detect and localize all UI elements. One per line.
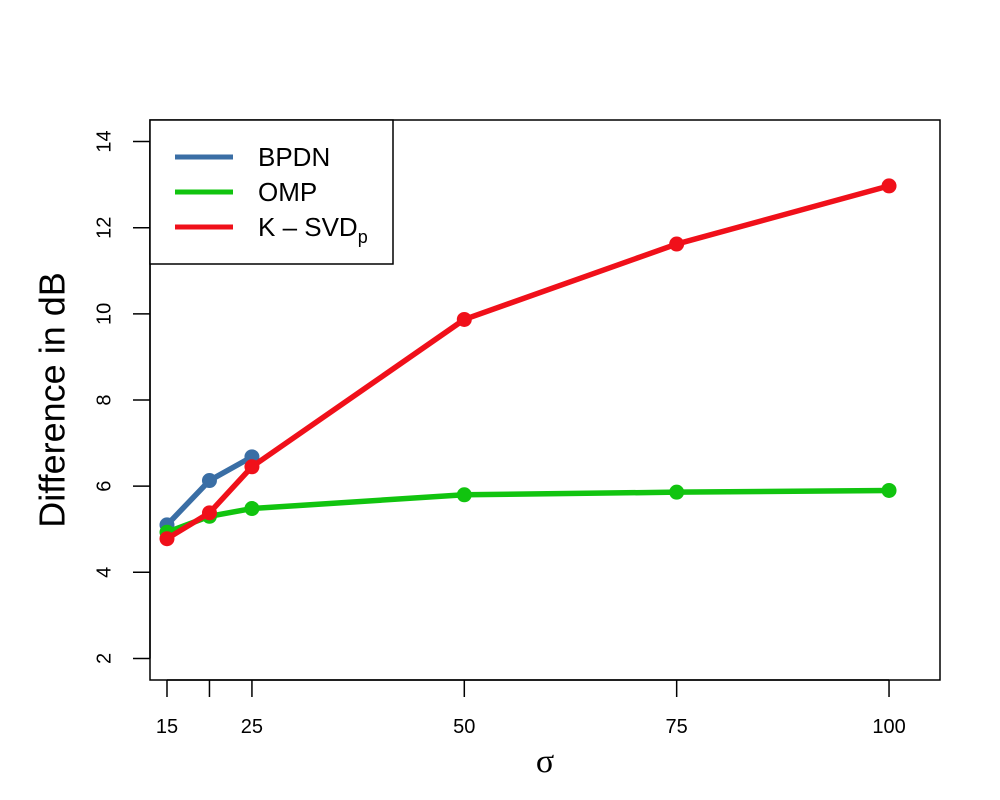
- data-point-ksvd: [244, 459, 260, 475]
- data-point-ksvd: [159, 531, 175, 547]
- legend-label-omp: OMP: [258, 177, 317, 207]
- x-tick-label: 25: [241, 716, 263, 738]
- y-tick-label: 12: [93, 217, 115, 239]
- legend-label-ksvd-main: K – SVD: [258, 212, 358, 242]
- y-tick-label: 2: [93, 653, 115, 664]
- y-tick-label: 8: [93, 394, 115, 405]
- legend-label-ksvd-sub: p: [358, 227, 368, 247]
- data-point-ksvd: [881, 178, 897, 194]
- data-point-ksvd: [456, 311, 472, 327]
- legend: BPDN OMP K – SVDp: [149, 119, 394, 265]
- x-axis: 15 25 50 75 100: [156, 679, 906, 738]
- y-tick-label: 4: [93, 567, 115, 578]
- data-point-bpdn: [201, 473, 217, 489]
- data-point-omp: [881, 482, 897, 498]
- data-point-ksvd: [201, 505, 217, 521]
- legend-label-ksvd: K – SVDp: [258, 212, 368, 247]
- legend-label-bpdn: BPDN: [258, 142, 330, 172]
- data-point-omp: [244, 501, 260, 517]
- y-tick-label: 14: [93, 130, 115, 152]
- x-axis-title: σ: [536, 743, 554, 780]
- data-point-omp: [669, 484, 685, 500]
- data-point-omp: [456, 487, 472, 503]
- x-tick-label: 50: [453, 716, 475, 738]
- series-line-omp: [164, 487, 892, 535]
- data-point-ksvd: [669, 236, 685, 252]
- series-layer: [159, 178, 897, 547]
- x-tick-label: 75: [666, 716, 688, 738]
- y-tick-label: 10: [93, 303, 115, 325]
- series-line-ksvd: [164, 183, 892, 542]
- x-tick-label: 100: [872, 716, 905, 738]
- y-axis: 2 4 6 8 10 12 14: [93, 130, 151, 664]
- y-axis-title: Difference in dB: [32, 272, 73, 527]
- y-tick-label: 6: [93, 481, 115, 492]
- x-tick-label: 15: [156, 716, 178, 738]
